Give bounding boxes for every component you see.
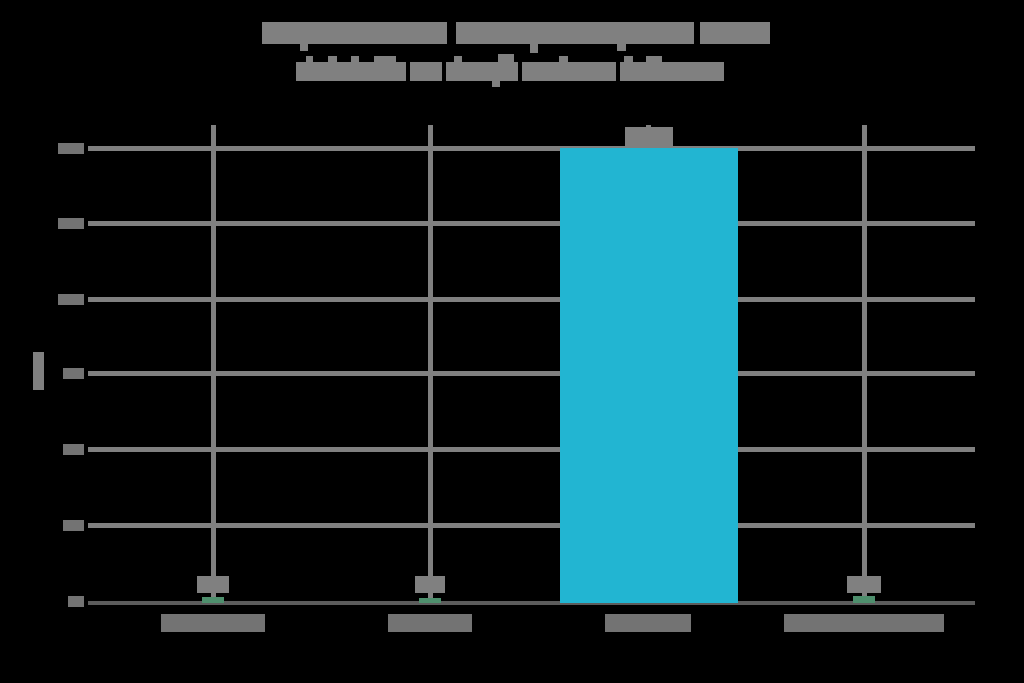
- bar-2[interactable]: [419, 598, 441, 603]
- y-tick-label: [63, 520, 84, 531]
- y-tick-label: [58, 143, 84, 154]
- bar-value-label-3: [625, 127, 673, 146]
- y-tick-label: [63, 444, 84, 455]
- gridline-horizontal: [88, 221, 975, 226]
- chart-subtitle: [296, 54, 724, 87]
- bar-value-label-2: [415, 576, 445, 593]
- y-tick-label-zero: [68, 596, 84, 607]
- bar-3[interactable]: [560, 148, 738, 603]
- bar-4[interactable]: [853, 596, 875, 603]
- gridline-vertical: [862, 125, 867, 603]
- x-tick-label-1: [161, 614, 265, 632]
- x-tick-label-3: [605, 614, 691, 632]
- plot-area: [88, 125, 975, 605]
- bar-1[interactable]: [202, 597, 224, 603]
- gridline-horizontal: [88, 523, 975, 528]
- y-tick-label: [58, 294, 84, 305]
- x-tick-label-2: [388, 614, 472, 632]
- y-axis-title: [33, 352, 44, 390]
- bar-value-label-4: [847, 576, 881, 593]
- y-axis-tick-labels: [58, 125, 84, 607]
- x-axis-baseline: [88, 601, 975, 605]
- x-tick-label-4: [784, 614, 944, 632]
- gridline-horizontal: [88, 146, 975, 151]
- bar-value-label-1: [197, 576, 229, 593]
- x-axis-category-labels: [88, 614, 975, 636]
- gridline-horizontal: [88, 371, 975, 376]
- gridline-horizontal: [88, 447, 975, 452]
- gridline-vertical: [428, 125, 433, 603]
- chart-title: [262, 18, 770, 53]
- y-tick-label: [58, 218, 84, 229]
- gridline-horizontal: [88, 297, 975, 302]
- gridline-vertical: [211, 125, 216, 603]
- y-tick-label: [63, 368, 84, 379]
